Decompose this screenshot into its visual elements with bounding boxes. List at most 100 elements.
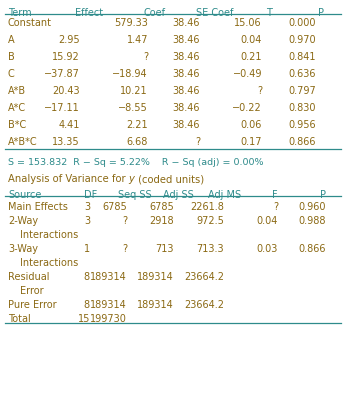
Text: Analysis of Variance for: Analysis of Variance for bbox=[8, 173, 129, 183]
Text: 3: 3 bbox=[84, 216, 90, 225]
Text: A*B*C: A*B*C bbox=[8, 137, 38, 147]
Text: C: C bbox=[8, 69, 15, 79]
Text: 8: 8 bbox=[84, 271, 90, 281]
Text: 4.41: 4.41 bbox=[58, 120, 80, 130]
Text: A: A bbox=[8, 35, 15, 45]
Text: 20.43: 20.43 bbox=[52, 86, 80, 96]
Text: 3: 3 bbox=[84, 202, 90, 211]
Text: Pure Error: Pure Error bbox=[8, 299, 57, 309]
Text: DF: DF bbox=[84, 190, 97, 199]
Text: 189314: 189314 bbox=[137, 271, 174, 281]
Text: y: y bbox=[129, 173, 135, 183]
Text: 2.95: 2.95 bbox=[58, 35, 80, 45]
Text: 3-Way: 3-Way bbox=[8, 243, 38, 254]
Text: ?: ? bbox=[195, 137, 200, 147]
Text: 0.960: 0.960 bbox=[299, 202, 326, 211]
Text: 0.866: 0.866 bbox=[299, 243, 326, 254]
Text: 0.03: 0.03 bbox=[257, 243, 278, 254]
Text: 15.92: 15.92 bbox=[52, 52, 80, 62]
Text: 23664.2: 23664.2 bbox=[184, 299, 224, 309]
Text: −0.22: −0.22 bbox=[232, 103, 262, 113]
Text: 0.841: 0.841 bbox=[289, 52, 316, 62]
Text: 0.17: 0.17 bbox=[240, 137, 262, 147]
Text: SE Coef: SE Coef bbox=[196, 8, 233, 18]
Text: A*C: A*C bbox=[8, 103, 26, 113]
Text: F: F bbox=[272, 190, 277, 199]
Text: 713: 713 bbox=[155, 243, 174, 254]
Text: S = 153.832  R − Sq = 5.22%    R − Sq (adj) = 0.00%: S = 153.832 R − Sq = 5.22% R − Sq (adj) … bbox=[8, 158, 264, 166]
Text: −18.94: −18.94 bbox=[112, 69, 148, 79]
Text: 0.866: 0.866 bbox=[289, 137, 316, 147]
Text: 0.636: 0.636 bbox=[289, 69, 316, 79]
Text: −37.87: −37.87 bbox=[44, 69, 80, 79]
Text: 0.970: 0.970 bbox=[288, 35, 316, 45]
Text: 713.3: 713.3 bbox=[197, 243, 224, 254]
Text: Total: Total bbox=[8, 313, 31, 323]
Text: 189314: 189314 bbox=[137, 299, 174, 309]
Text: 1: 1 bbox=[84, 243, 90, 254]
Text: 2.21: 2.21 bbox=[126, 120, 148, 130]
Text: 10.21: 10.21 bbox=[120, 86, 148, 96]
Text: 38.46: 38.46 bbox=[173, 18, 200, 28]
Text: 2918: 2918 bbox=[149, 216, 174, 225]
Text: 38.46: 38.46 bbox=[173, 52, 200, 62]
Text: Main Effects: Main Effects bbox=[8, 202, 68, 211]
Text: A*B: A*B bbox=[8, 86, 26, 96]
Text: 0.06: 0.06 bbox=[240, 120, 262, 130]
Text: 23664.2: 23664.2 bbox=[184, 271, 224, 281]
Text: 0.797: 0.797 bbox=[288, 86, 316, 96]
Text: 38.46: 38.46 bbox=[173, 86, 200, 96]
Text: ?: ? bbox=[122, 243, 127, 254]
Text: 38.46: 38.46 bbox=[173, 103, 200, 113]
Text: 2261.8: 2261.8 bbox=[190, 202, 224, 211]
Text: 0.21: 0.21 bbox=[240, 52, 262, 62]
Text: 38.46: 38.46 bbox=[173, 120, 200, 130]
Text: 1.47: 1.47 bbox=[127, 35, 148, 45]
Text: B*C: B*C bbox=[8, 120, 26, 130]
Text: T: T bbox=[266, 8, 272, 18]
Text: 0.04: 0.04 bbox=[240, 35, 262, 45]
Text: Coef: Coef bbox=[143, 8, 165, 18]
Text: 8: 8 bbox=[84, 299, 90, 309]
Text: Term: Term bbox=[8, 8, 31, 18]
Text: −17.11: −17.11 bbox=[44, 103, 80, 113]
Text: Seq SS: Seq SS bbox=[118, 190, 152, 199]
Text: Interactions: Interactions bbox=[20, 257, 78, 267]
Text: 0.000: 0.000 bbox=[289, 18, 316, 28]
Text: 0.956: 0.956 bbox=[288, 120, 316, 130]
Text: 6785: 6785 bbox=[149, 202, 174, 211]
Text: Error: Error bbox=[20, 285, 44, 295]
Text: Effect: Effect bbox=[75, 8, 103, 18]
Text: 199730: 199730 bbox=[90, 313, 127, 323]
Text: P: P bbox=[320, 190, 326, 199]
Text: B: B bbox=[8, 52, 15, 62]
Text: 15: 15 bbox=[78, 313, 90, 323]
Text: Adj MS: Adj MS bbox=[208, 190, 241, 199]
Text: −0.49: −0.49 bbox=[233, 69, 262, 79]
Text: ?: ? bbox=[143, 52, 148, 62]
Text: 0.830: 0.830 bbox=[289, 103, 316, 113]
Text: ?: ? bbox=[257, 86, 262, 96]
Text: ?: ? bbox=[122, 216, 127, 225]
Text: 6785: 6785 bbox=[102, 202, 127, 211]
Text: 6.68: 6.68 bbox=[127, 137, 148, 147]
Text: 0.988: 0.988 bbox=[299, 216, 326, 225]
Text: Source: Source bbox=[8, 190, 42, 199]
Text: Adj SS: Adj SS bbox=[163, 190, 194, 199]
Text: Residual: Residual bbox=[8, 271, 49, 281]
Text: 38.46: 38.46 bbox=[173, 35, 200, 45]
Text: 972.5: 972.5 bbox=[196, 216, 224, 225]
Text: −8.55: −8.55 bbox=[118, 103, 148, 113]
Text: ?: ? bbox=[273, 202, 278, 211]
Text: Interactions: Interactions bbox=[20, 230, 78, 240]
Text: P: P bbox=[318, 8, 324, 18]
Text: 189314: 189314 bbox=[90, 299, 127, 309]
Text: 579.33: 579.33 bbox=[114, 18, 148, 28]
Text: 2-Way: 2-Way bbox=[8, 216, 38, 225]
Text: (coded units): (coded units) bbox=[135, 173, 204, 183]
Text: 0.04: 0.04 bbox=[257, 216, 278, 225]
Text: 15.06: 15.06 bbox=[234, 18, 262, 28]
Text: 13.35: 13.35 bbox=[52, 137, 80, 147]
Text: Constant: Constant bbox=[8, 18, 52, 28]
Text: 189314: 189314 bbox=[90, 271, 127, 281]
